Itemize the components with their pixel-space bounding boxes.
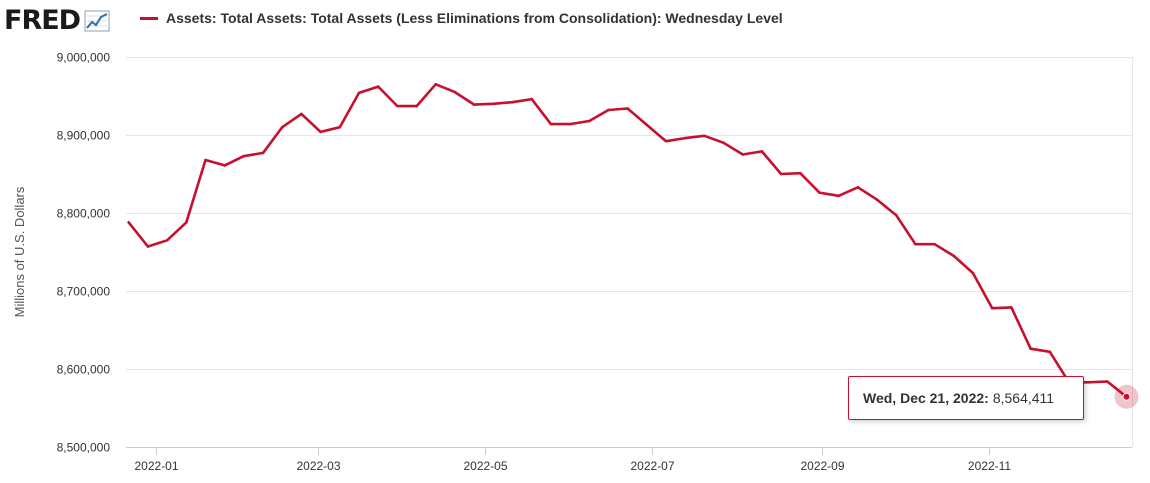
data-point[interactable]: [703, 134, 706, 138]
axes: [126, 447, 1132, 455]
data-point[interactable]: [914, 242, 917, 246]
data-point[interactable]: [204, 158, 207, 162]
fred-logo[interactable]: FRED: [4, 4, 110, 38]
legend-swatch: [140, 16, 158, 20]
data-point[interactable]: [683, 136, 687, 140]
data-points: [127, 83, 1128, 399]
data-point[interactable]: [990, 306, 994, 310]
data-point[interactable]: [280, 125, 284, 129]
trend-chart-icon: [84, 10, 110, 32]
data-point[interactable]: [664, 139, 668, 143]
data-point[interactable]: [338, 125, 342, 129]
data-point[interactable]: [415, 104, 418, 108]
y-tick-label: 8,900,000: [57, 129, 111, 143]
series-line[interactable]: [127, 83, 1128, 399]
data-point[interactable]: [760, 150, 764, 153]
data-point[interactable]: [472, 103, 476, 106]
data-point[interactable]: [453, 90, 457, 94]
data-point[interactable]: [165, 239, 169, 242]
data-point[interactable]: [722, 141, 725, 145]
y-tick-labels: 8,500,000 8,600,000 8,700,000 8,800,000 8,90…: [57, 51, 111, 455]
data-point[interactable]: [1086, 381, 1090, 384]
data-point[interactable]: [1048, 350, 1052, 354]
data-tooltip: Wed, Dec 21, 2022 : 8,564,411: [848, 376, 1084, 420]
data-point[interactable]: [875, 198, 879, 201]
x-tick-label: 2022-01: [134, 459, 178, 473]
y-tick-label: 8,500,000: [57, 441, 111, 455]
y-tick-label: 9,000,000: [57, 51, 111, 65]
data-point[interactable]: [895, 214, 898, 217]
x-tick-label: 2022-11: [968, 459, 1011, 473]
data-point[interactable]: [1106, 380, 1109, 383]
y-axis-label: Millions of U.S. Dollars: [12, 186, 27, 317]
y-tick-label: 8,700,000: [57, 285, 111, 299]
data-point[interactable]: [146, 245, 150, 248]
data-point[interactable]: [952, 254, 956, 258]
tooltip-separator: :: [984, 390, 989, 406]
y-tick-label: 8,600,000: [57, 363, 111, 377]
data-point[interactable]: [818, 191, 821, 194]
data-point[interactable]: [568, 122, 572, 126]
data-point[interactable]: [799, 171, 802, 175]
data-point[interactable]: [1010, 306, 1013, 309]
data-point[interactable]: [741, 153, 745, 156]
x-tick-label: 2022-07: [630, 459, 674, 473]
data-point[interactable]: [376, 85, 380, 88]
fred-logo-text: FRED: [4, 5, 81, 36]
data-point[interactable]: [779, 172, 783, 176]
x-tick-label: 2022-09: [800, 459, 844, 473]
data-point[interactable]: [242, 154, 246, 158]
data-point[interactable]: [549, 122, 553, 126]
data-point[interactable]: [357, 91, 361, 95]
data-point[interactable]: [396, 104, 399, 108]
x-tick-label: 2022-03: [296, 459, 340, 473]
data-point[interactable]: [261, 151, 265, 155]
data-point[interactable]: [1029, 347, 1032, 351]
data-point[interactable]: [319, 130, 322, 134]
data-point[interactable]: [626, 107, 629, 110]
data-point[interactable]: [185, 221, 188, 224]
data-point[interactable]: [607, 108, 610, 112]
data-point[interactable]: [933, 242, 936, 246]
legend-label: Assets: Total Assets: Total Assets (Less…: [166, 10, 783, 26]
x-tick-labels: 2022-01 2022-03 2022-05 2022-07 2022-09 2022-…: [134, 459, 1011, 473]
data-point[interactable]: [530, 97, 533, 101]
data-point[interactable]: [127, 221, 130, 224]
data-point[interactable]: [837, 194, 840, 198]
data-point[interactable]: [511, 100, 514, 104]
y-tick-label: 8,800,000: [57, 207, 111, 221]
data-point[interactable]: [645, 123, 649, 127]
data-point[interactable]: [434, 83, 438, 86]
tooltip-value: 8,564,411: [992, 390, 1055, 406]
x-tick-label: 2022-05: [463, 459, 507, 473]
data-point[interactable]: [971, 271, 975, 275]
data-point[interactable]: [588, 119, 591, 123]
tooltip-date: Wed, Dec 21, 2022: [863, 390, 985, 406]
hover-marker[interactable]: [1122, 392, 1131, 401]
data-point[interactable]: [856, 186, 860, 189]
data-point[interactable]: [300, 112, 303, 116]
data-point[interactable]: [492, 102, 495, 106]
data-point[interactable]: [223, 164, 226, 167]
chart-legend[interactable]: Assets: Total Assets: Total Assets (Less…: [140, 10, 783, 26]
